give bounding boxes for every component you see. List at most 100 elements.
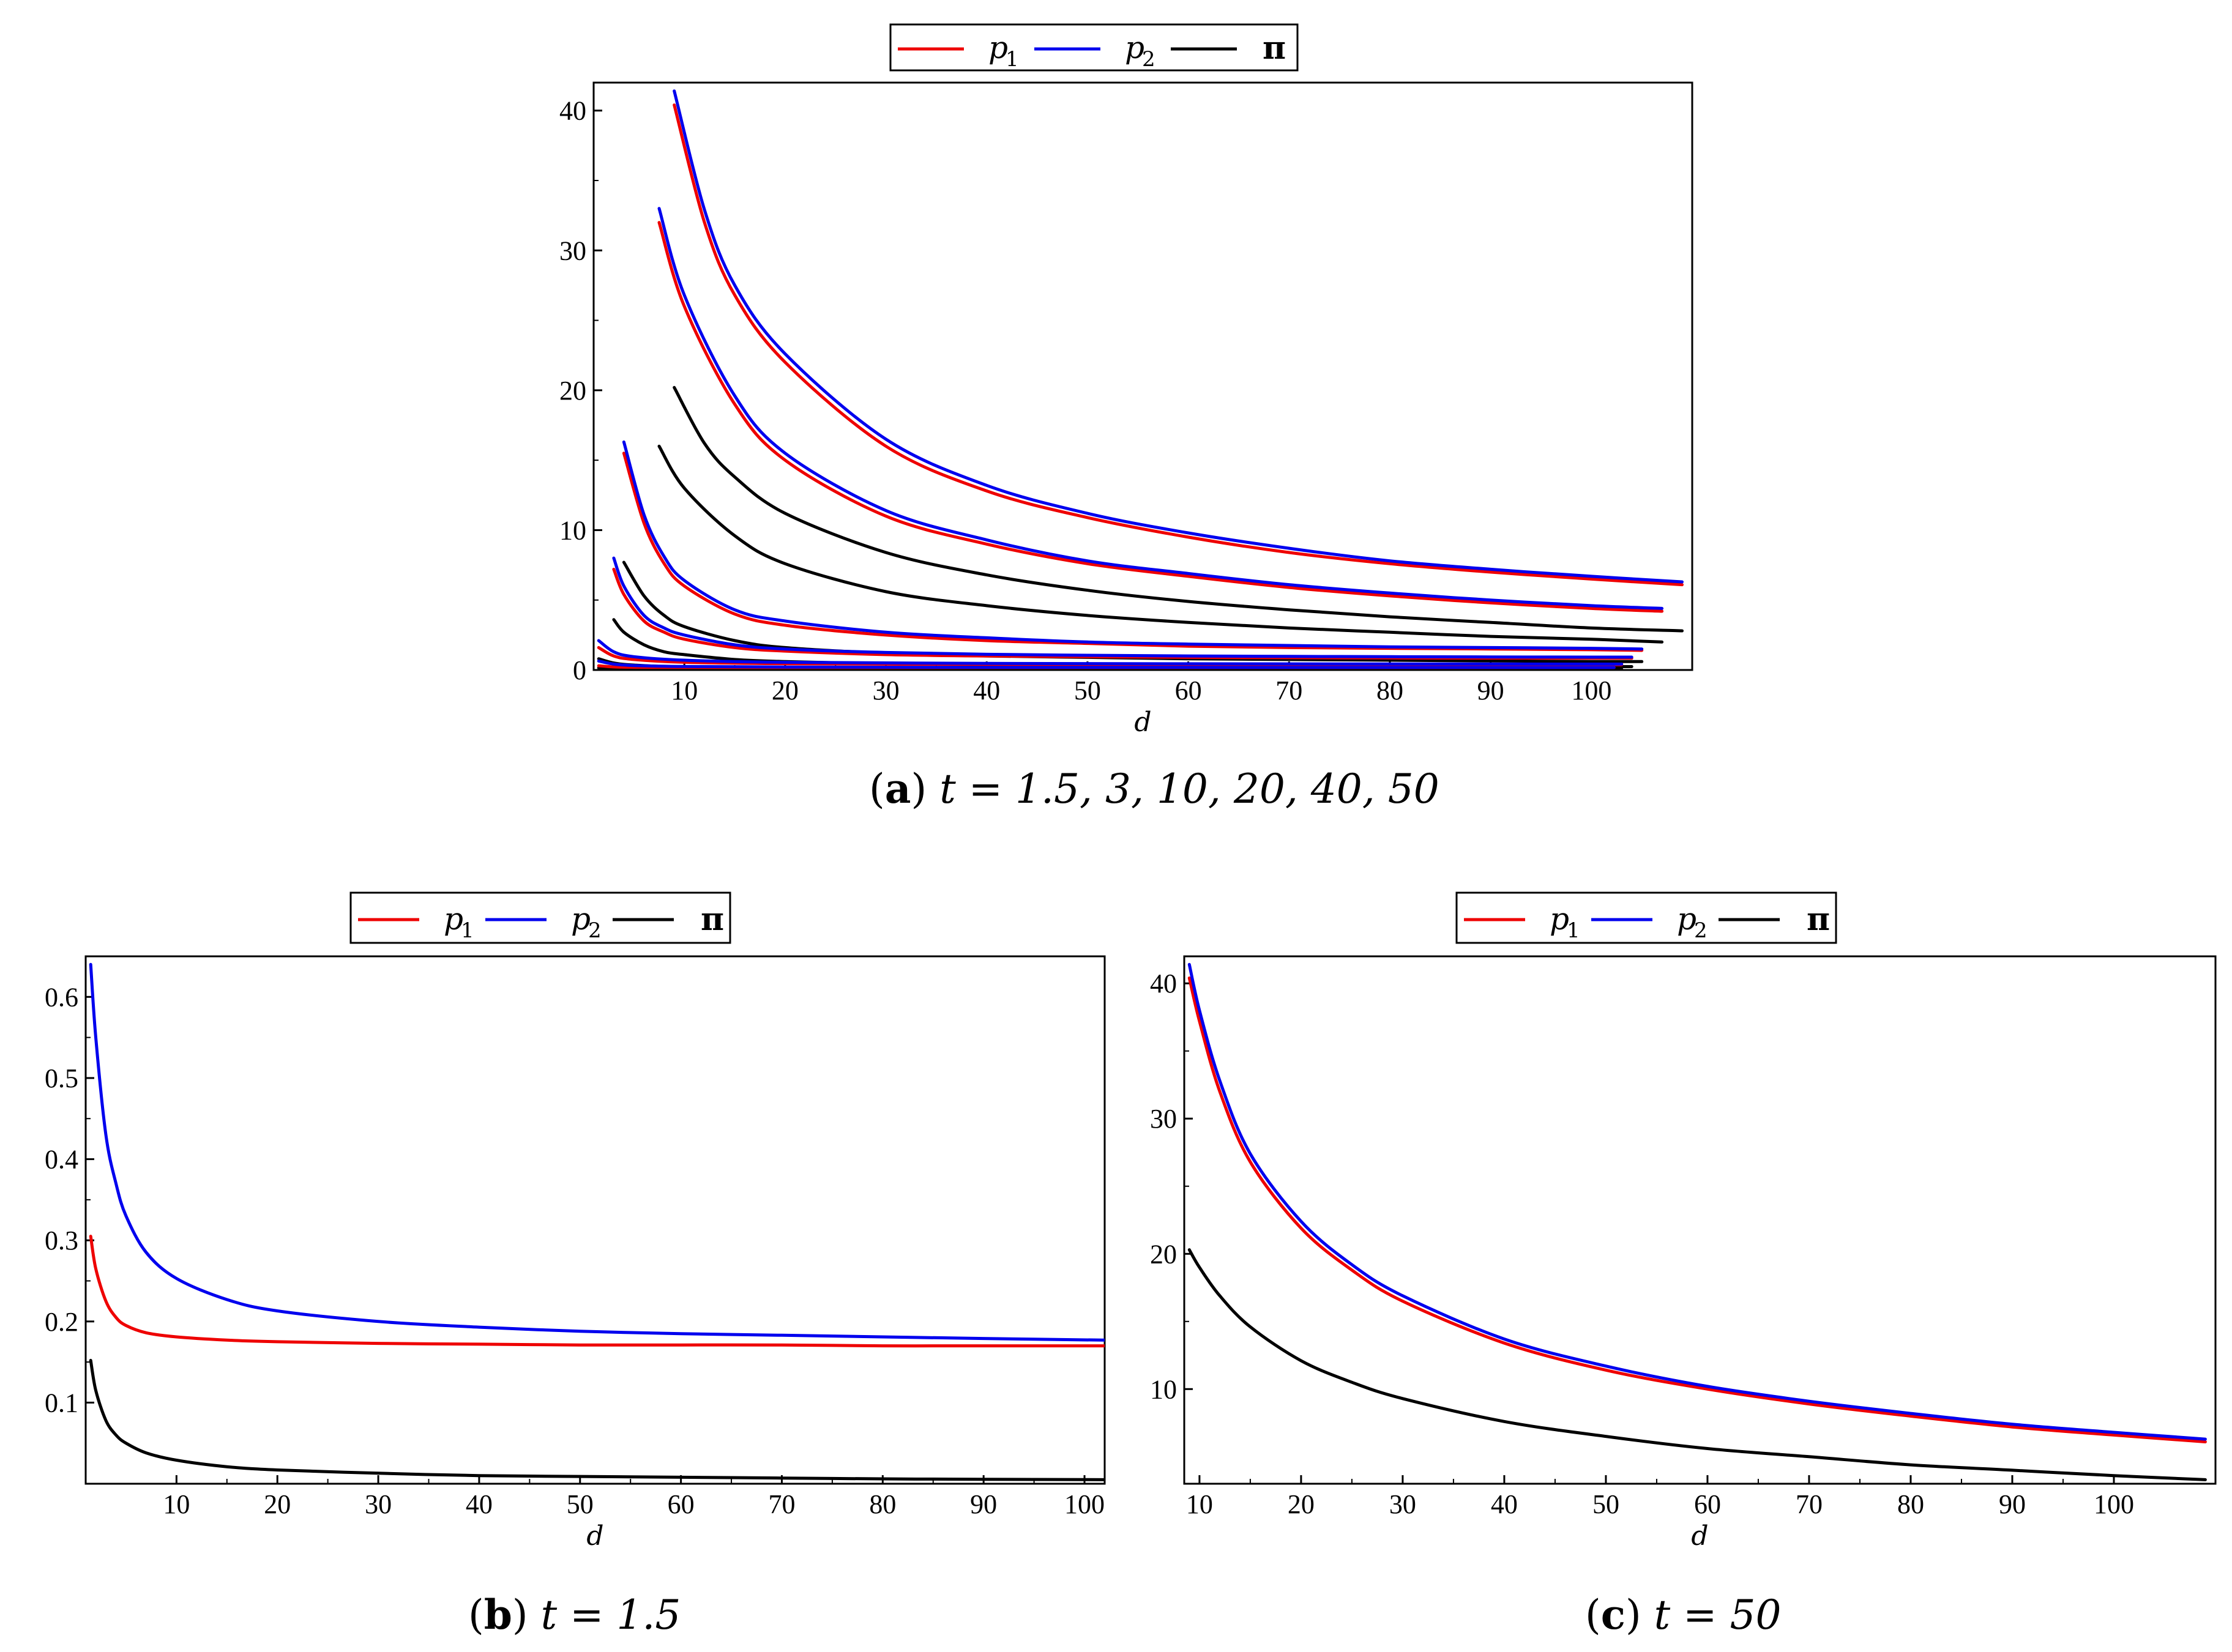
x-tick-label: 80 <box>869 1489 896 1519</box>
x-tick-label: 70 <box>1796 1489 1823 1519</box>
series-line-pi <box>1187 1248 2207 1481</box>
series-group-b <box>89 962 1105 1481</box>
legend-pi-label: π <box>1263 29 1286 67</box>
legend-p1-label: p <box>988 30 1008 65</box>
y-tick-label: 40 <box>1150 969 1177 999</box>
series-line-p2-t1.5 <box>597 659 1616 669</box>
series-line-pi-t40 <box>657 444 1664 644</box>
x-tick-label: 70 <box>768 1489 795 1519</box>
x-tick-label: 50 <box>567 1489 594 1519</box>
series-line-p1 <box>1187 976 2207 1443</box>
y-tick-label: 40 <box>559 96 586 126</box>
x-tick-label: 60 <box>1694 1489 1721 1519</box>
caption-b: (b) t = 1.5 <box>468 1591 681 1639</box>
legend-b: p 1 p 2 π <box>349 891 731 944</box>
legend-a: p 1 p 2 π <box>889 23 1299 72</box>
plot-frame-b <box>84 955 1106 1485</box>
x-tick-label: 100 <box>1064 1489 1105 1519</box>
x-tick-label: 90 <box>970 1489 997 1519</box>
caption-c: (c) t = 50 <box>1585 1591 1782 1639</box>
y-tick-label: 30 <box>559 236 586 266</box>
y-tick-label: 20 <box>559 376 586 406</box>
x-tick-label: 80 <box>1897 1489 1924 1519</box>
x-tick-label: 40 <box>1491 1489 1518 1519</box>
legend-p1-sub: 1 <box>461 918 474 943</box>
legend-p2-label: p <box>1677 901 1696 937</box>
x-axis-label-a: d <box>1134 707 1151 738</box>
legend-p2-sub: 2 <box>1142 47 1155 72</box>
y-tick-label: 0.3 <box>45 1226 78 1256</box>
x-tick-label: 20 <box>1288 1489 1315 1519</box>
series-line-pi-t50 <box>673 385 1684 633</box>
caption-b-text: t = 1.5 <box>540 1591 681 1639</box>
plot-frame-a <box>592 81 1693 671</box>
series-line-p2-t10 <box>612 556 1633 659</box>
x-tick-label: 70 <box>1275 675 1302 705</box>
x-tick-label: 90 <box>1999 1489 2026 1519</box>
y-tick-label: 20 <box>1150 1239 1177 1269</box>
series-group-c <box>1187 962 2207 1481</box>
x-tick-label: 90 <box>1477 675 1504 705</box>
series-line-p2-t50 <box>673 89 1684 584</box>
series-line-p1-t40 <box>657 221 1664 613</box>
x-tick-label: 10 <box>163 1489 190 1519</box>
series-line-p2 <box>89 962 1105 1342</box>
x-tick-label: 100 <box>2094 1489 2134 1519</box>
legend-p1-sub: 1 <box>1567 918 1580 943</box>
axis-ticks-a: 10 20 30 40 50 60 70 80 90 100 0 10 20 30 40 <box>559 96 1611 705</box>
legend-box <box>349 891 731 944</box>
series-group-a <box>597 89 1684 670</box>
legend-box <box>1455 891 1837 944</box>
legend-p2-sub: 2 <box>1694 918 1708 943</box>
series-line-p2 <box>1187 962 2207 1441</box>
legend-c: p 1 p 2 π <box>1455 891 1837 944</box>
y-tick-label: 0.4 <box>45 1145 78 1175</box>
series-line-p2-t3 <box>597 639 1624 666</box>
y-tick-label: 0 <box>573 655 586 685</box>
caption-a-text: t = 1.5, 3, 10, 20, 40, 50 <box>939 765 1439 813</box>
y-tick-label: 30 <box>1150 1104 1177 1134</box>
series-line-pi-t1.5 <box>597 666 1616 670</box>
axis-ticks-b: 10 20 30 40 50 60 70 80 90 100 0.1 0.2 0.3 0.4 0.5 0.6 <box>45 982 1105 1519</box>
series-line-pi <box>89 1358 1105 1481</box>
y-tick-label: 0.6 <box>45 982 78 1012</box>
x-axis-label-c: d <box>1691 1520 1708 1552</box>
series-line-p1 <box>89 1235 1105 1348</box>
x-tick-label: 60 <box>1175 675 1202 705</box>
legend-pi-label: π <box>1807 901 1830 938</box>
series-line-p2-t40 <box>657 207 1664 610</box>
x-tick-label: 50 <box>1592 1489 1619 1519</box>
legend-p2-label: p <box>571 901 591 937</box>
chart-panel-c: p 1 p 2 π 10 20 30 40 50 60 70 80 90 10010203040 … <box>1150 891 2217 1552</box>
x-axis-label-b: d <box>586 1520 603 1552</box>
x-tick-label: 10 <box>1186 1489 1213 1519</box>
axis-ticks-c: 10 20 30 40 50 60 70 80 90 100 10 20 30 40 <box>1150 969 2134 1519</box>
y-tick-label: 0.1 <box>45 1388 78 1418</box>
x-tick-label: 40 <box>466 1489 493 1519</box>
x-tick-label: 30 <box>873 675 900 705</box>
x-tick-label: 50 <box>1074 675 1101 705</box>
legend-p2-sub: 2 <box>588 918 602 943</box>
chart-panel-b: p 1 p 2 π 10 20 30 40 50 60 70 80 90 100 0.1 0.2 0.3… <box>45 891 1106 1552</box>
x-tick-label: 100 <box>1571 675 1611 705</box>
caption-b-letter: b <box>483 1591 512 1639</box>
x-tick-label: 80 <box>1376 675 1403 705</box>
caption-a-letter: a <box>884 765 911 813</box>
y-tick-label: 0.5 <box>45 1063 78 1093</box>
series-line-p2-t20 <box>622 440 1644 651</box>
y-tick-label: 10 <box>1150 1374 1177 1404</box>
x-tick-label: 30 <box>1389 1489 1416 1519</box>
legend-p1-label: p <box>444 901 463 937</box>
x-tick-label: 20 <box>772 675 799 705</box>
caption-c-letter: c <box>1600 1591 1625 1639</box>
x-tick-label: 20 <box>264 1489 291 1519</box>
series-line-p1-t50 <box>673 103 1684 587</box>
caption-c-text: t = 50 <box>1654 1591 1782 1639</box>
x-tick-label: 30 <box>365 1489 392 1519</box>
plot-frame-c <box>1183 955 2217 1485</box>
x-tick-label: 60 <box>668 1489 695 1519</box>
x-tick-label: 10 <box>671 675 698 705</box>
legend-p1-sub: 1 <box>1006 47 1019 72</box>
x-tick-label: 40 <box>973 675 1000 705</box>
legend-p1-label: p <box>1550 901 1569 937</box>
